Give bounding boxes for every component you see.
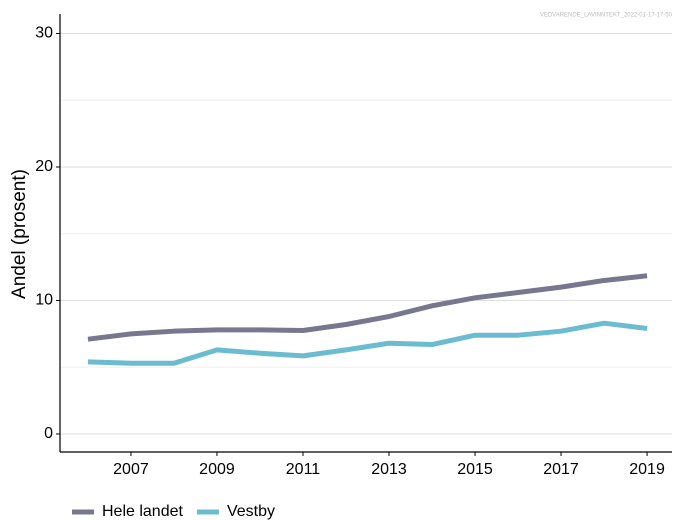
y-tick-label: 30	[35, 25, 53, 42]
y-tick-label: 10	[35, 292, 53, 309]
x-tick-label: 2009	[199, 461, 235, 478]
x-tick-label: 2019	[629, 461, 665, 478]
x-tick-label: 2007	[113, 461, 149, 478]
x-tick-label: 2013	[371, 461, 407, 478]
y-axis-label: Andel (prosent)	[9, 169, 30, 299]
y-tick-label: 0	[44, 425, 53, 442]
legend-label: Hele landet	[102, 503, 184, 520]
x-tick-label: 2017	[543, 461, 579, 478]
y-tick-label: 20	[35, 158, 53, 175]
line-series	[87, 320, 648, 366]
watermark: VEDVARENDE_LAVINNTEKT_2022-01-17-17-50	[540, 13, 673, 19]
x-tick-label: 2011	[286, 461, 321, 478]
line-series	[87, 273, 648, 342]
x-tick-label: 2015	[457, 461, 493, 478]
legend-label: Vestby	[227, 503, 275, 520]
